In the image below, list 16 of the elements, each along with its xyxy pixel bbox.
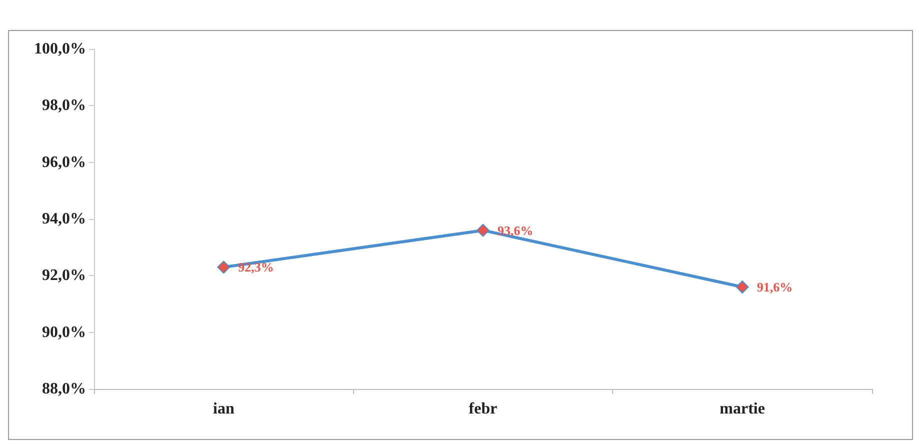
y-tick-label: 94,0% — [42, 210, 86, 228]
y-tick-label: 98,0% — [42, 97, 86, 114]
data-label: 92,3% — [238, 260, 274, 275]
x-tick-label: ian — [212, 400, 234, 418]
point — [736, 280, 749, 294]
x-tick-label: martie — [720, 400, 765, 418]
y-tick-label: 96,0% — [42, 154, 86, 171]
data-label: 93,6% — [498, 222, 534, 238]
point — [476, 224, 490, 237]
y-tick-label: 100,0% — [34, 40, 86, 58]
y-tick-label: 90,0% — [42, 324, 86, 341]
data-label: 91,6% — [756, 280, 793, 294]
point — [217, 260, 230, 274]
x-tick-label: febr — [468, 400, 498, 418]
y-tick-label: 92,0% — [42, 267, 86, 284]
y-tick-label: 88,0% — [42, 380, 86, 398]
